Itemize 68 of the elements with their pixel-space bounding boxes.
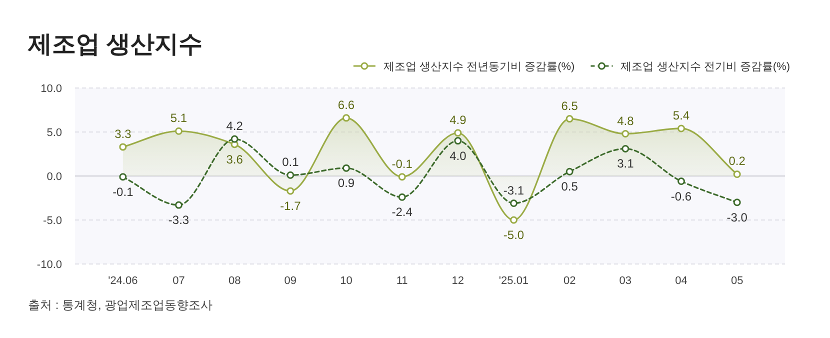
data-label: -1.7 xyxy=(280,198,302,213)
data-label: 0.1 xyxy=(282,155,300,170)
point xyxy=(175,201,182,209)
data-label: 0.5 xyxy=(561,180,578,194)
point xyxy=(510,200,518,208)
x-tick-label: 04 xyxy=(675,275,688,287)
point xyxy=(678,178,685,186)
point xyxy=(622,144,630,152)
data-label: -3.3 xyxy=(168,213,190,228)
legend-label: 제조업 생산지수 전년동기비 증감률(%) xyxy=(383,61,575,73)
data-label: -0.1 xyxy=(112,184,134,199)
point xyxy=(398,173,406,181)
legend-label: 제조업 생산지수 전기비 증감률(%) xyxy=(620,61,790,73)
point xyxy=(398,193,406,201)
x-tick-label: 12 xyxy=(452,275,464,287)
data-label: 6.5 xyxy=(561,98,578,113)
data-label: -0.1 xyxy=(392,156,413,171)
x-tick-label: 11 xyxy=(396,275,408,287)
data-label: -3.0 xyxy=(726,210,748,224)
point xyxy=(454,129,462,137)
data-label: 4.0 xyxy=(450,148,467,163)
data-label: 0.9 xyxy=(338,176,355,190)
point xyxy=(566,168,574,176)
x-tick-label: 03 xyxy=(619,275,632,287)
point xyxy=(622,130,630,138)
point xyxy=(119,173,127,181)
point xyxy=(678,124,685,132)
y-tick-label: 10.0 xyxy=(40,83,62,95)
data-label: 3.6 xyxy=(226,152,244,166)
x-tick-label: '25.01 xyxy=(498,275,529,287)
x-tick-label: 09 xyxy=(284,275,297,287)
point xyxy=(119,143,127,151)
y-tick-label: -10.0 xyxy=(36,259,62,271)
data-label: 4.2 xyxy=(226,119,244,134)
point xyxy=(342,114,350,122)
chart-title: 제조업 생산지수 xyxy=(27,31,203,58)
data-label: 5.1 xyxy=(170,111,188,126)
data-label: 0.2 xyxy=(728,154,746,168)
data-label: -3.1 xyxy=(503,183,524,198)
x-tick-label: '24.06 xyxy=(108,275,138,287)
y-tick-label: 5.0 xyxy=(46,127,62,139)
data-label: -0.6 xyxy=(670,189,692,204)
x-tick-label: 08 xyxy=(228,275,241,287)
source-note: 출처 : 통계청, 광업제조업동향조사 xyxy=(28,298,213,312)
data-label: -2.4 xyxy=(392,205,413,220)
point xyxy=(454,137,462,145)
data-label: 4.9 xyxy=(450,112,467,127)
y-tick-label: 0.0 xyxy=(46,171,62,183)
data-label: -5.0 xyxy=(503,228,524,242)
x-tick-label: 05 xyxy=(730,275,744,287)
point xyxy=(733,198,741,206)
data-label: 6.6 xyxy=(338,98,355,112)
point xyxy=(286,187,294,195)
data-label: 4.8 xyxy=(617,114,634,128)
point xyxy=(230,135,238,143)
y-tick-label: -5.0 xyxy=(43,215,62,227)
point xyxy=(175,127,182,135)
x-tick-label: 10 xyxy=(340,275,352,287)
point xyxy=(286,171,294,179)
data-label: 3.3 xyxy=(114,126,132,141)
point xyxy=(510,216,518,224)
x-tick-label: 02 xyxy=(563,275,576,287)
point xyxy=(566,115,574,123)
data-label: 3.1 xyxy=(617,156,634,171)
point xyxy=(342,164,350,172)
x-tick-label: 07 xyxy=(172,275,185,287)
point xyxy=(733,170,741,178)
data-label: 5.4 xyxy=(672,108,690,122)
